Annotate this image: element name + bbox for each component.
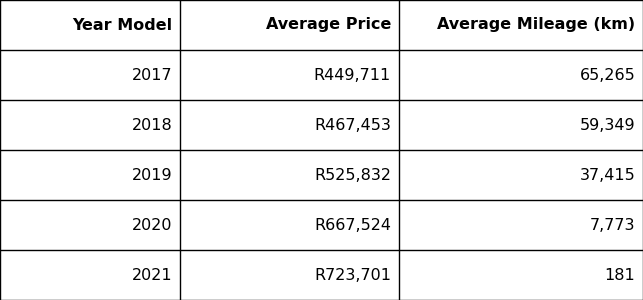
Text: 2019: 2019	[132, 167, 172, 182]
Text: 2021: 2021	[132, 268, 172, 283]
Text: 59,349: 59,349	[579, 118, 635, 133]
Text: 2020: 2020	[132, 218, 172, 232]
Text: 2017: 2017	[132, 68, 172, 82]
Text: 37,415: 37,415	[579, 167, 635, 182]
Text: R667,524: R667,524	[314, 218, 391, 232]
Text: 2018: 2018	[132, 118, 172, 133]
Text: 7,773: 7,773	[590, 218, 635, 232]
Text: Average Price: Average Price	[266, 17, 391, 32]
Text: 181: 181	[604, 268, 635, 283]
Text: Average Mileage (km): Average Mileage (km)	[437, 17, 635, 32]
Text: R525,832: R525,832	[314, 167, 391, 182]
Text: R449,711: R449,711	[314, 68, 391, 82]
Text: R723,701: R723,701	[314, 268, 391, 283]
Text: 65,265: 65,265	[579, 68, 635, 82]
Text: R467,453: R467,453	[314, 118, 391, 133]
Text: Year Model: Year Model	[72, 17, 172, 32]
